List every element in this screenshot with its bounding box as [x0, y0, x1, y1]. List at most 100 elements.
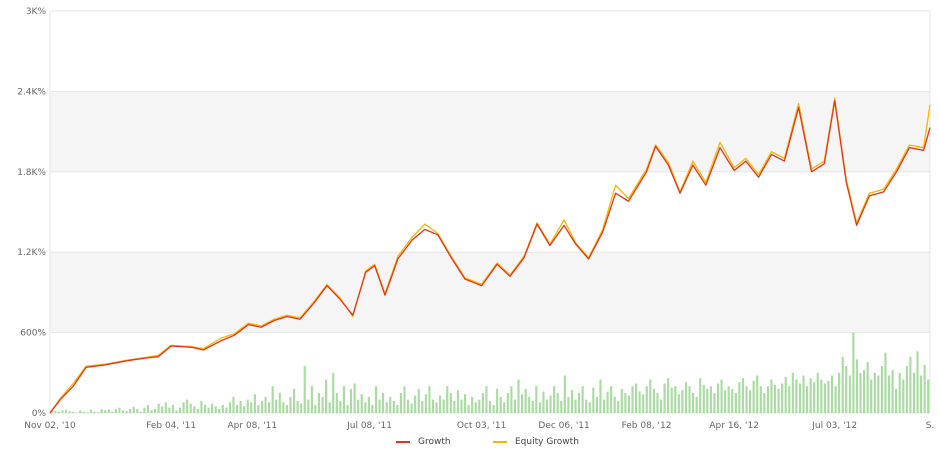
volume-bar [923, 364, 926, 413]
volume-bar [706, 388, 709, 413]
volume-bar [859, 372, 862, 413]
volume-bar [449, 392, 452, 413]
volume-bar [435, 402, 438, 413]
volume-bar [143, 407, 146, 413]
volume-bar [560, 400, 563, 413]
volume-bar [595, 396, 598, 413]
grid-band [50, 252, 930, 333]
volume-bar [431, 399, 435, 413]
volume-bar [496, 388, 499, 413]
y-tick-label: 0% [32, 409, 47, 419]
volume-bar [207, 407, 210, 413]
volume-bar [442, 399, 445, 413]
volume-bar [403, 386, 406, 413]
volume-bar [285, 404, 288, 413]
volume-bar [820, 379, 823, 413]
volume-bar [150, 410, 153, 413]
volume-bar [72, 411, 75, 413]
volume-bar [161, 406, 164, 413]
volume-bar [627, 395, 631, 413]
volume-bar [378, 399, 381, 413]
volume-bar [175, 410, 178, 413]
volume-bar [360, 394, 363, 413]
volume-bar [79, 410, 82, 413]
volume-bar [884, 352, 887, 413]
volume-bar [549, 395, 552, 413]
volume-bar [228, 402, 231, 413]
volume-bar [656, 392, 659, 413]
volume-bar [353, 383, 356, 413]
volume-bar [873, 372, 876, 413]
volume-bar [545, 399, 549, 413]
x-tick-label: Jul 08, '11 [346, 421, 392, 431]
volume-bar [439, 395, 442, 413]
y-tick-label: 1.2K% [17, 248, 46, 258]
x-axis: Nov 02, '10 Feb 04, '11 Apr 08, '11 Jul 08,… [24, 421, 934, 431]
volume-bar [838, 372, 841, 413]
volume-bar [86, 412, 89, 413]
volume-bar [674, 386, 677, 413]
volume-bar [645, 386, 648, 413]
volume-bar [670, 387, 673, 413]
volume-bar [492, 404, 495, 413]
volume-bar [399, 392, 402, 413]
volume-bar [638, 391, 641, 413]
volume-bar [556, 392, 559, 413]
legend-swatch-equity-growth [493, 441, 507, 443]
legend-item-equity-growth[interactable]: Equity Growth [493, 434, 579, 450]
volume-bar [268, 402, 271, 413]
volume-bar [681, 390, 684, 413]
volume-bar [367, 396, 370, 413]
volume-bar [414, 395, 417, 413]
volume-bar [916, 351, 919, 413]
volume-bar [895, 388, 898, 413]
volume-bar [535, 386, 538, 413]
volume-bar [802, 375, 805, 413]
volume-bar [417, 388, 420, 413]
volume-bar [727, 386, 730, 413]
volume-bar [773, 384, 777, 413]
volume-bar [221, 404, 224, 413]
legend-swatch-growth [396, 441, 410, 443]
volume-bar [303, 366, 306, 413]
volume-bar [581, 386, 584, 413]
volume-bar [909, 356, 912, 413]
volume-bar [749, 390, 752, 413]
volume-bar [235, 404, 239, 413]
volume-bar [741, 378, 745, 413]
volume-bar [920, 375, 923, 413]
volume-bar [54, 410, 57, 413]
volume-bar [499, 396, 502, 413]
volume-bar [289, 396, 292, 413]
volume-bar [734, 392, 737, 413]
volume-bar [635, 383, 638, 413]
volume-bar [488, 400, 492, 413]
volume-bar [524, 388, 527, 413]
volume-bar [567, 396, 570, 413]
volume-bar [588, 402, 591, 413]
volume-bar [613, 396, 616, 413]
volume-bar [624, 392, 627, 413]
legend-item-growth[interactable]: Growth [396, 434, 451, 450]
volume-bar [382, 392, 385, 413]
volume-bar [282, 402, 285, 413]
volume-bar [421, 400, 424, 413]
volume-bar [296, 400, 299, 413]
volume-bar [506, 392, 509, 413]
volume-bar [349, 388, 353, 413]
volume-bar [456, 390, 460, 413]
volume-bar [578, 392, 581, 413]
volume-bar [428, 386, 431, 413]
volume-bar [709, 386, 712, 413]
volume-bar [528, 396, 531, 413]
volume-bar [738, 382, 741, 413]
volume-bar [745, 386, 748, 413]
volume-bar [520, 394, 524, 413]
volume-bar [246, 399, 249, 413]
grid-bands [50, 91, 930, 333]
volume-bar [866, 362, 869, 413]
volume-bar [243, 406, 246, 413]
volume-bar [335, 392, 338, 413]
volume-bar [68, 410, 71, 413]
volume-bar [663, 383, 666, 413]
